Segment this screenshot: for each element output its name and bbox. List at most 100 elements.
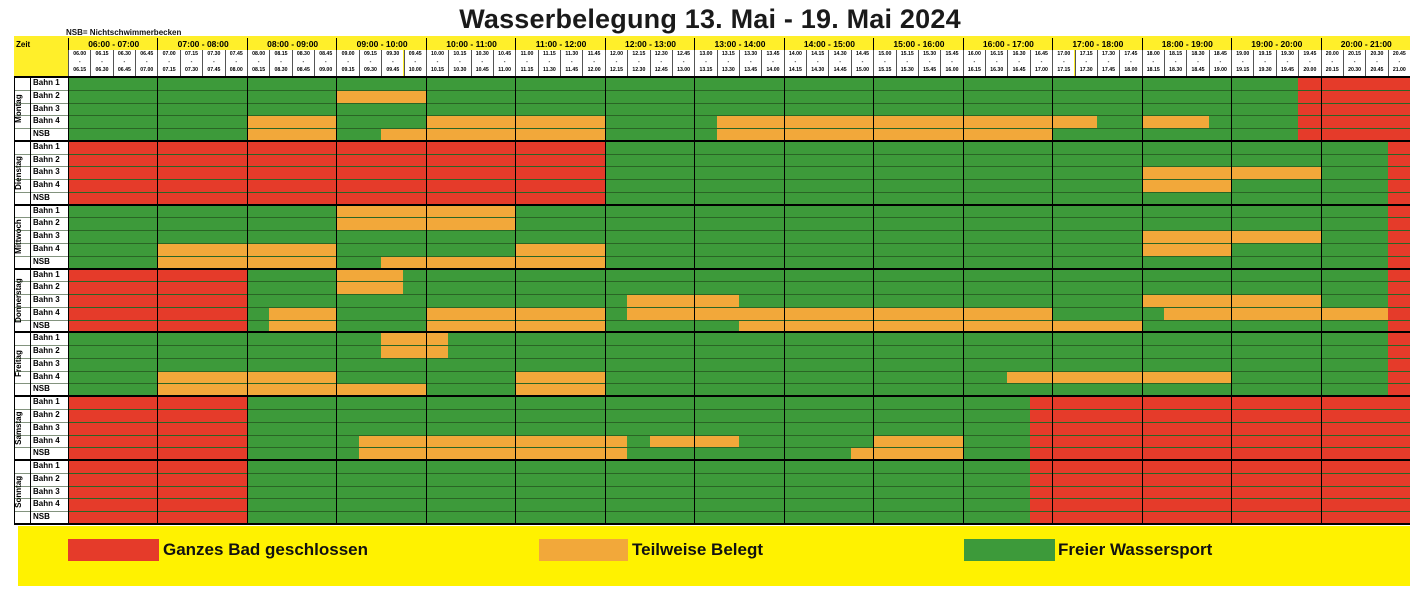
booking-block-partial: [515, 244, 605, 256]
day-divider: [14, 331, 1410, 334]
grid-border: [14, 77, 15, 524]
booking-block-partial: [515, 371, 605, 384]
day-divider: [14, 267, 1410, 270]
booking-block-partial: [1007, 371, 1232, 384]
slot-header: 20.00-20.15: [1320, 50, 1343, 76]
hour-divider: [1141, 77, 1143, 524]
day-divider: [14, 459, 1410, 462]
day-label: Donnerstag: [14, 278, 23, 323]
slot-header: 06.45-07.00: [135, 50, 158, 76]
booking-block-partial: [336, 384, 426, 397]
booking-block-closed: [1387, 256, 1410, 269]
booking-block-closed: [1387, 358, 1410, 371]
slot-header: 14.00-14.15: [783, 50, 807, 76]
booking-block-closed: [1387, 307, 1410, 320]
booking-block-partial: [850, 448, 963, 461]
booking-block-closed: [1029, 473, 1410, 486]
slot-header: 06.30-06.45: [112, 50, 136, 76]
slot-header: 08.15-08.30: [269, 50, 292, 76]
booking-block-partial: [358, 448, 628, 461]
booking-block-partial: [1141, 116, 1209, 129]
booking-block-partial: [1141, 231, 1321, 243]
slot-header: 06.15-06.30: [90, 50, 113, 76]
booking-block-partial: [269, 307, 337, 320]
hour-divider: [694, 77, 696, 524]
slot-header: 18.00-18.15: [1141, 50, 1164, 76]
slot-header: 19.00-19.15: [1231, 50, 1254, 76]
hour-divider: [962, 77, 964, 524]
booking-block-closed: [1298, 116, 1410, 129]
slot-header: 15.00-15.15: [873, 50, 896, 76]
booking-block-partial: [157, 256, 337, 269]
booking-block-partial: [716, 116, 1097, 129]
lane-label: Bahn 4: [33, 180, 60, 190]
day-divider: [14, 395, 1410, 398]
booking-block-closed: [1029, 499, 1410, 512]
slot-header: 20.15-20.30: [1342, 50, 1366, 76]
slot-header: 17.30-17.45: [1096, 50, 1120, 76]
lane-label: Bahn 2: [33, 346, 60, 356]
hour-divider: [425, 77, 427, 524]
lane-label: Bahn 3: [33, 295, 60, 305]
booking-block-partial: [425, 320, 605, 333]
booking-block-partial: [381, 346, 449, 358]
row-divider: [14, 383, 1410, 385]
booking-block-closed: [1387, 141, 1410, 154]
row-divider: [14, 230, 1410, 232]
slot-header: 07.45-08.00: [224, 50, 247, 76]
lane-label: Bahn 2: [33, 473, 60, 483]
lane-label: Bahn 2: [33, 90, 60, 100]
booking-block-partial: [358, 435, 628, 448]
row-divider: [14, 421, 1410, 423]
booking-block-closed: [1298, 90, 1410, 103]
slot-header: 18.30-18.45: [1186, 50, 1209, 76]
slot-header: 12.15-12.30: [627, 50, 650, 76]
lane-label: Bahn 4: [33, 307, 60, 317]
slot-header: 08.00-08.15: [246, 50, 270, 76]
legend-swatch-free: [964, 539, 1055, 561]
lane-label: Bahn 1: [33, 461, 60, 471]
booking-block-partial: [381, 333, 449, 346]
hour-header: 08:00 - 09:00: [246, 38, 337, 50]
row-divider: [14, 498, 1410, 500]
booking-block-closed: [1387, 244, 1410, 256]
hour-divider: [783, 77, 785, 524]
lane-label: Bahn 2: [33, 410, 60, 420]
hour-divider: [157, 77, 159, 524]
slot-header: 16.00-16.15: [962, 50, 986, 76]
hour-divider: [873, 77, 875, 524]
booking-block-partial: [157, 244, 337, 256]
booking-block-closed: [1387, 180, 1410, 192]
booking-block-closed: [1029, 410, 1410, 422]
booking-block-closed: [1387, 231, 1410, 243]
booking-block-closed: [1029, 448, 1410, 461]
hour-header: 07:00 - 08:00: [157, 38, 247, 50]
slot-header: 16.45-17.00: [1029, 50, 1053, 76]
hour-header: 06:00 - 07:00: [68, 38, 158, 50]
booking-block-closed: [1029, 422, 1410, 435]
booking-block-closed: [1029, 397, 1410, 410]
lane-label: Bahn 3: [33, 486, 60, 496]
hour-divider: [515, 77, 517, 524]
slot-header: 06.00-06.15: [68, 50, 91, 76]
row-divider: [14, 166, 1410, 168]
booking-block-closed: [1387, 384, 1410, 397]
lane-label: Bahn 1: [33, 269, 60, 279]
row-divider: [14, 294, 1410, 296]
hour-header: 17:00 - 18:00: [1052, 38, 1142, 50]
booking-block-partial: [381, 129, 605, 141]
slot-header: 19.45-20.00: [1298, 50, 1321, 76]
slot-header: 12.45-13.00: [671, 50, 695, 76]
hour-divider: [1320, 77, 1322, 524]
row-divider: [14, 243, 1410, 244]
booking-block-closed: [1387, 269, 1410, 282]
booking-block-partial: [157, 371, 337, 384]
hour-divider: [604, 77, 606, 524]
booking-block-partial: [425, 307, 605, 320]
booking-block-closed: [1387, 295, 1410, 307]
slot-header: 18.45-19.00: [1208, 50, 1232, 76]
booking-block-partial: [246, 129, 337, 141]
lane-label: Bahn 4: [33, 116, 60, 126]
legend-swatch-partial: [539, 539, 628, 561]
slot-header: 09.30-09.45: [381, 50, 404, 76]
